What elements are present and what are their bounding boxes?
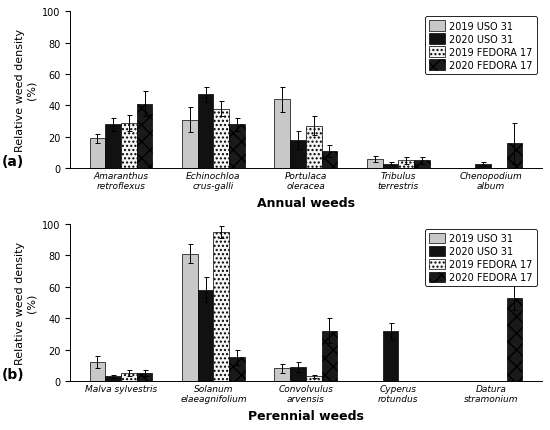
Bar <box>398 161 414 169</box>
Bar <box>322 152 337 169</box>
Bar <box>121 373 137 381</box>
Bar <box>507 144 522 169</box>
Bar <box>322 331 337 381</box>
X-axis label: Annual weeds: Annual weeds <box>257 197 355 209</box>
Bar <box>274 369 290 381</box>
Bar <box>121 123 137 169</box>
Bar <box>507 298 522 381</box>
Bar <box>383 331 398 381</box>
Bar <box>105 376 121 381</box>
Bar <box>213 232 229 381</box>
Bar <box>306 376 322 381</box>
Bar <box>290 367 306 381</box>
Bar <box>290 141 306 169</box>
Bar <box>383 164 398 169</box>
Y-axis label: Relative weed density
(%): Relative weed density (%) <box>15 29 36 152</box>
Bar <box>229 358 245 381</box>
Text: (a): (a) <box>2 155 24 169</box>
Bar <box>475 164 491 169</box>
Bar <box>182 254 198 381</box>
Bar <box>198 290 213 381</box>
Legend: 2019 USO 31, 2020 USO 31, 2019 FEDORA 17, 2020 FEDORA 17: 2019 USO 31, 2020 USO 31, 2019 FEDORA 17… <box>425 17 537 74</box>
Bar <box>137 104 152 169</box>
Bar <box>229 125 245 169</box>
Bar <box>414 161 430 169</box>
Bar <box>306 126 322 169</box>
Legend: 2019 USO 31, 2020 USO 31, 2019 FEDORA 17, 2020 FEDORA 17: 2019 USO 31, 2020 USO 31, 2019 FEDORA 17… <box>425 229 537 287</box>
Bar <box>198 95 213 169</box>
Bar <box>182 120 198 169</box>
Text: (b): (b) <box>2 367 24 381</box>
Bar <box>137 373 152 381</box>
Y-axis label: Relative weed density
(%): Relative weed density (%) <box>15 241 36 364</box>
Bar <box>90 362 105 381</box>
Bar <box>90 139 105 169</box>
Bar <box>367 160 383 169</box>
Bar <box>274 100 290 169</box>
Bar <box>105 125 121 169</box>
X-axis label: Perennial weeds: Perennial weeds <box>248 409 364 422</box>
Bar <box>213 109 229 169</box>
